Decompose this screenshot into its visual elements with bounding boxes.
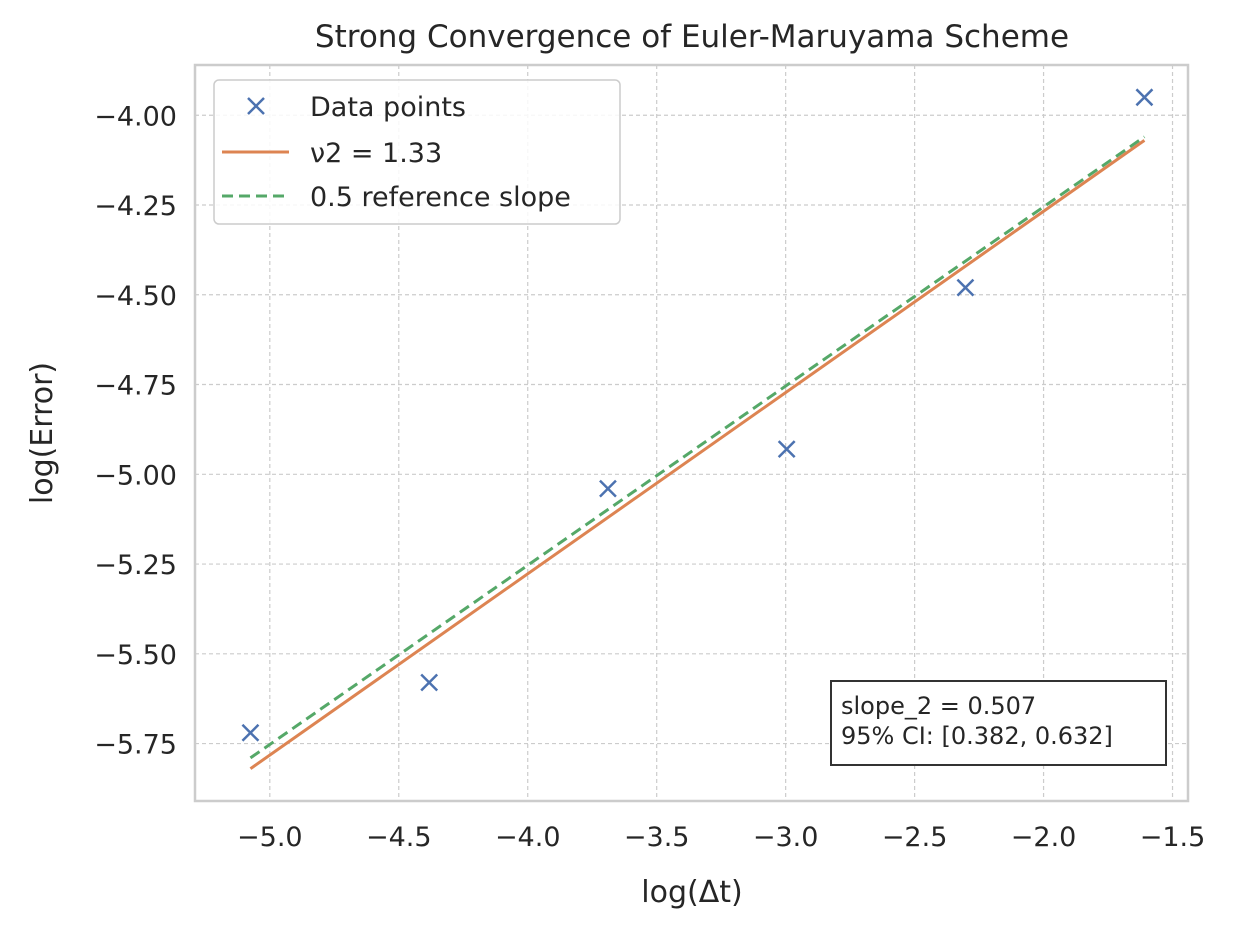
- x-axis-ticks: −5.0 −4.5 −4.0 −3.5 −3.0 −2.5 −2.0 −1.5: [237, 822, 1205, 853]
- marker-stroke: [247, 97, 265, 115]
- annotation-text: slope_2 = 0.507: [841, 692, 1036, 720]
- x-axis-label: log(Δt): [641, 875, 742, 910]
- x-tick-label: −2.5: [882, 822, 948, 853]
- data-point: [241, 723, 260, 742]
- marker-stroke: [599, 479, 617, 498]
- marker-stroke: [420, 673, 439, 692]
- x-tick-label: −4.0: [495, 822, 561, 853]
- y-axis-label: log(Error): [25, 362, 60, 504]
- y-tick-label: −4.75: [94, 371, 177, 402]
- plot-frame: [193, 63, 1190, 803]
- data-point: [777, 440, 796, 459]
- legend-label: Data points: [310, 92, 466, 123]
- y-tick-label: −5.00: [94, 460, 177, 491]
- x-tick-label: −4.5: [366, 822, 432, 853]
- marker-stroke: [956, 278, 975, 297]
- y-tick-label: −5.25: [94, 550, 177, 581]
- series-layer: [241, 88, 1154, 770]
- x-tick-label: −3.5: [624, 822, 690, 853]
- y-tick-label: −4.50: [94, 281, 177, 312]
- marker-stroke: [1135, 88, 1154, 107]
- data-point: [420, 673, 439, 692]
- chart-title: Strong Convergence of Euler-Maruyama Sch…: [315, 19, 1069, 55]
- annotation-text: 95% CI: [0.382, 0.632]: [841, 722, 1113, 750]
- y-tick-label: −4.00: [94, 101, 177, 132]
- annotation-frame: [830, 680, 1167, 766]
- data-point: [599, 479, 617, 498]
- legend-frame: [213, 79, 621, 225]
- legend-label: 0.5 reference slope: [310, 182, 571, 213]
- marker-stroke: [241, 723, 260, 742]
- y-tick-label: −5.50: [94, 640, 177, 671]
- reference-slope-line: [249, 135, 1146, 760]
- data-point: [1135, 88, 1154, 107]
- y-tick-label: −5.75: [94, 730, 177, 761]
- y-tick-label: −4.25: [94, 191, 177, 222]
- x-tick-label: −3.0: [753, 822, 819, 853]
- marker-stroke: [777, 440, 796, 459]
- legend: Data points ν2 = 1.33 0.5 reference slope: [213, 79, 621, 225]
- x-tick-label: −2.0: [1011, 822, 1077, 853]
- x-tick-label: −5.0: [237, 822, 303, 853]
- y-axis-ticks: −4.00 −4.25 −4.50 −4.75 −5.00 −5.25 −5.50 −5.75: [94, 101, 177, 760]
- fit-line: [249, 139, 1146, 770]
- data-point: [956, 278, 975, 297]
- legend-marker: [247, 97, 265, 115]
- legend-label: ν2 = 1.33: [310, 138, 442, 169]
- x-tick-label: −1.5: [1140, 822, 1206, 853]
